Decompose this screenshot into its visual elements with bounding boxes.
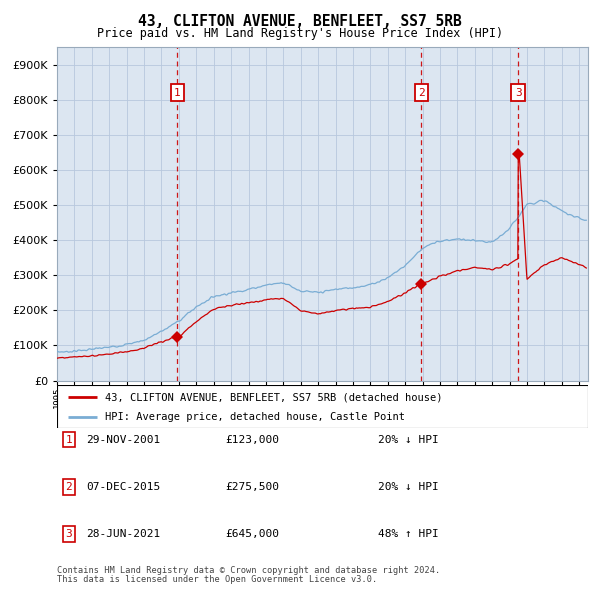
Text: This data is licensed under the Open Government Licence v3.0.: This data is licensed under the Open Gov…: [57, 575, 377, 584]
FancyBboxPatch shape: [57, 385, 588, 428]
Text: HPI: Average price, detached house, Castle Point: HPI: Average price, detached house, Cast…: [105, 412, 405, 422]
Text: 1: 1: [174, 88, 181, 98]
Text: 29-NOV-2001: 29-NOV-2001: [86, 435, 160, 444]
Text: 1: 1: [65, 435, 73, 444]
Text: Price paid vs. HM Land Registry's House Price Index (HPI): Price paid vs. HM Land Registry's House …: [97, 27, 503, 40]
Text: 2: 2: [418, 88, 425, 98]
Text: 20% ↓ HPI: 20% ↓ HPI: [378, 482, 439, 491]
Text: Contains HM Land Registry data © Crown copyright and database right 2024.: Contains HM Land Registry data © Crown c…: [57, 566, 440, 575]
Text: 3: 3: [515, 88, 521, 98]
Text: £123,000: £123,000: [225, 435, 279, 444]
Text: 20% ↓ HPI: 20% ↓ HPI: [378, 435, 439, 444]
Text: 07-DEC-2015: 07-DEC-2015: [86, 482, 160, 491]
Text: 48% ↑ HPI: 48% ↑ HPI: [378, 529, 439, 539]
Text: 43, CLIFTON AVENUE, BENFLEET, SS7 5RB: 43, CLIFTON AVENUE, BENFLEET, SS7 5RB: [138, 14, 462, 29]
Text: 28-JUN-2021: 28-JUN-2021: [86, 529, 160, 539]
Text: 2: 2: [65, 482, 73, 491]
Text: £645,000: £645,000: [225, 529, 279, 539]
Text: 43, CLIFTON AVENUE, BENFLEET, SS7 5RB (detached house): 43, CLIFTON AVENUE, BENFLEET, SS7 5RB (d…: [105, 392, 442, 402]
Text: £275,500: £275,500: [225, 482, 279, 491]
Text: 3: 3: [65, 529, 73, 539]
